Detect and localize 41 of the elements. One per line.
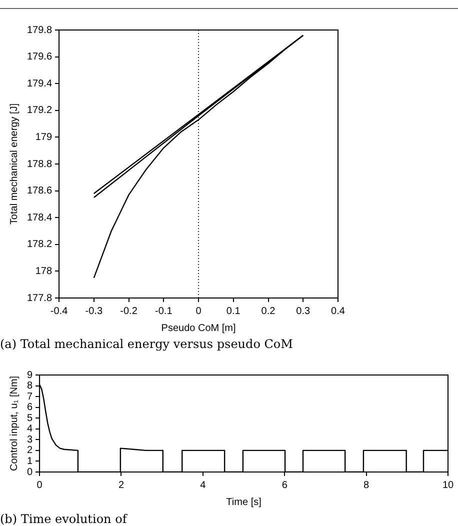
y-tick-label: 177.8 — [26, 292, 52, 304]
y-tick-label: 7 — [27, 391, 33, 402]
x-tick-label: 10 — [442, 480, 454, 491]
x-tick-label: 2 — [118, 480, 124, 491]
x-tick-label: 0.1 — [226, 306, 241, 317]
y-tick-label: 179 — [35, 132, 52, 143]
y-tick-label: 3 — [27, 434, 33, 446]
x-axis-title: Pseudo CoM [m] — [161, 322, 236, 334]
y-tick-label: 179.8 — [26, 24, 52, 36]
x-tick-label: 0.3 — [296, 306, 311, 317]
y-tick-label: 179.2 — [26, 105, 52, 116]
y-tick-label: 1 — [27, 456, 33, 467]
y-tick-label: 178.8 — [26, 158, 52, 170]
y-tick-label: 2 — [27, 445, 33, 456]
x-tick-label: -0.2 — [120, 306, 138, 317]
x-tick-label: 0.4 — [331, 306, 346, 317]
text: (a) Total mechanical energy versus pseudo CoM — [0, 337, 293, 351]
x-tick-label: -0.1 — [155, 306, 173, 317]
x-axis-title: Time [s] — [226, 496, 262, 508]
y-tick-label: 0 — [27, 466, 33, 478]
y-tick-label: 8 — [27, 380, 33, 392]
x-tick-label: -0.3 — [85, 306, 103, 317]
y-tick-label: 178.4 — [26, 212, 52, 224]
y-tick-label: 9 — [27, 370, 33, 381]
y-axis-title: Control input, u₁ [Nm] — [8, 376, 20, 472]
y-tick-label: 4 — [27, 424, 33, 435]
text: (b) Time evolution of — [0, 512, 127, 526]
y-axis-title: Total mechanical energy [J] — [8, 103, 20, 225]
x-tick-label: 4 — [200, 480, 206, 491]
y-tick-label: 5 — [27, 412, 33, 424]
x-tick-label: 6 — [282, 480, 288, 491]
y-tick-label: 179.6 — [26, 52, 52, 63]
y-tick-label: 6 — [27, 402, 33, 414]
x-tick-label: -0.4 — [50, 306, 68, 317]
x-tick-label: 8 — [364, 480, 370, 491]
x-tick-label: 0.2 — [261, 306, 276, 317]
y-tick-label: 178 — [35, 266, 52, 277]
y-tick-label: 178.2 — [26, 239, 52, 250]
x-tick-label: 0 — [196, 306, 202, 317]
y-tick-label: 179.4 — [26, 78, 52, 90]
y-tick-label: 178.6 — [26, 186, 52, 197]
